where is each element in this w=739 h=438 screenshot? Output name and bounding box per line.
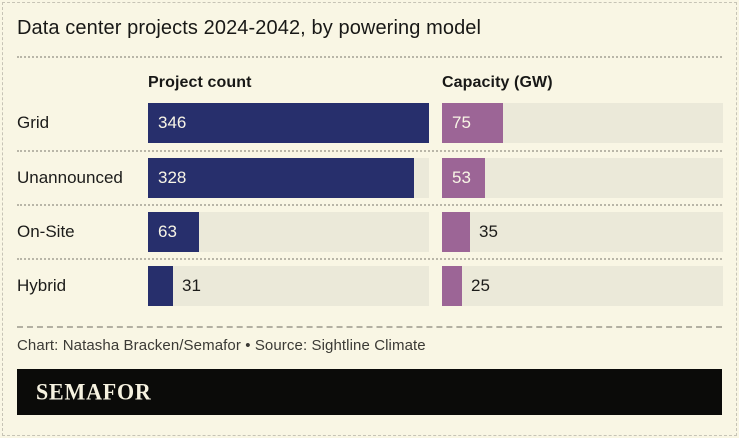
project-count-bar-track: 31 (148, 266, 429, 306)
bar-value-label: 75 (452, 113, 471, 132)
column-headers: Project count Capacity (GW) (17, 58, 722, 94)
capacity-bar (442, 266, 463, 306)
credit-line: Chart: Natasha Bracken/Semafor • Source:… (17, 337, 426, 354)
bar-value-label: 53 (452, 168, 471, 187)
capacity-bar (442, 158, 486, 198)
row-label: On-Site (17, 222, 75, 241)
row-label: Unannounced (17, 168, 123, 187)
capacity-bar-track: 35 (442, 212, 723, 252)
bar-value-label: 328 (158, 168, 187, 187)
capacity-bar-track: 75 (442, 103, 723, 143)
bar-value-label: 31 (182, 276, 201, 295)
project-count-bar-track: 328 (148, 158, 429, 198)
column-header-capacity-gw: Capacity (GW) (442, 74, 553, 91)
project-count-bar (148, 266, 174, 306)
capacity-bar (442, 103, 503, 143)
chart-row-grid: Grid 346 75 (17, 96, 723, 150)
semafor-logo-banner: SEMAFOR (17, 369, 722, 415)
title-divider (17, 56, 722, 58)
project-count-bar (148, 212, 200, 252)
footer-divider (17, 326, 722, 328)
chart-row-on-site: On-Site 63 35 (17, 204, 723, 258)
chart-title: Data center projects 2024-2042, by power… (17, 17, 482, 39)
row-label: Hybrid (17, 276, 67, 295)
capacity-bar-track: 25 (442, 266, 723, 306)
chart-row-unannounced: Unannounced 328 53 (17, 150, 723, 204)
bar-rows: Grid 346 75 Unannounced 328 53 On-Site 63 35 Hybr… (17, 96, 723, 312)
project-count-bar (148, 103, 429, 143)
bar-value-label: 25 (471, 276, 490, 295)
capacity-bar-track: 53 (442, 158, 723, 198)
chart-row-hybrid: Hybrid 31 25 (17, 258, 723, 312)
project-count-bar-track: 346 (148, 103, 429, 143)
semafor-logo: SEMAFOR (36, 378, 152, 405)
capacity-bar (442, 212, 471, 252)
bar-value-label: 346 (158, 113, 187, 132)
bar-value-label: 35 (479, 222, 498, 241)
column-header-project-count: Project count (148, 74, 252, 91)
project-count-bar-track: 63 (148, 212, 429, 252)
bar-value-label: 63 (158, 222, 177, 241)
row-label: Grid (17, 113, 50, 132)
project-count-bar (148, 158, 415, 198)
